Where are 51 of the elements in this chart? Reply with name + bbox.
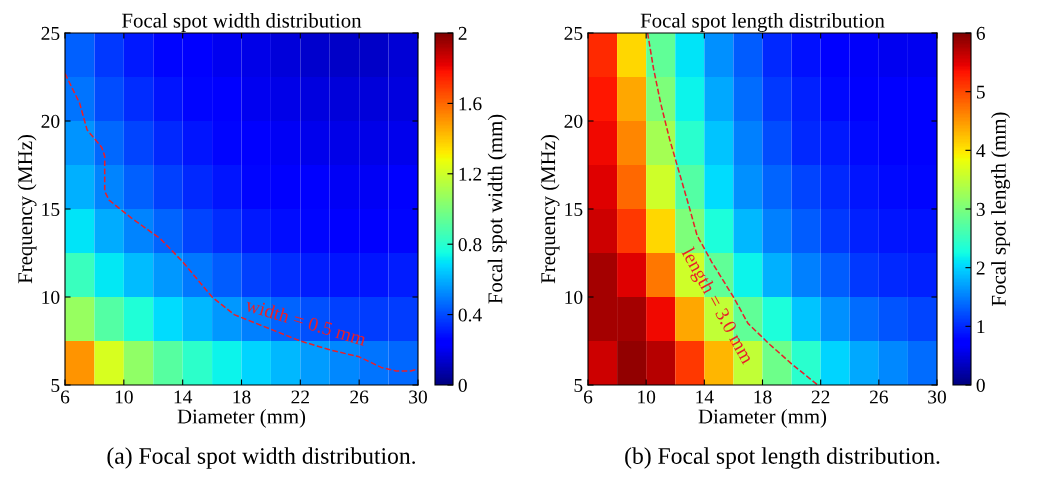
line-series: [65, 72, 418, 372]
color-bar-label: 0: [458, 378, 467, 392]
color-bar-label: 0: [976, 378, 985, 392]
x-tick-label: 18: [754, 390, 772, 404]
color-bar-title: Focal spot length (mm): [991, 112, 1011, 306]
x-axis-title: Diameter (mm): [177, 408, 306, 428]
x-tick-label: 22: [291, 390, 309, 404]
color-bar-label: 1.6: [459, 97, 482, 111]
color-bar-label: 0.8: [458, 238, 482, 252]
color-bar-label: 2: [458, 26, 467, 40]
x-tick-label: 26: [350, 390, 369, 404]
x-tick-label: 10: [115, 390, 133, 404]
x-tick-label: 14: [696, 390, 714, 404]
y-tick-label: 25: [41, 26, 60, 40]
annotation: width = 0.5 mm: [244, 297, 368, 347]
x-tick-label: 10: [638, 390, 656, 404]
y-tick-label: 15: [42, 202, 60, 216]
x-tick-label: 30: [409, 390, 427, 404]
y-tick-label: 5: [574, 379, 583, 392]
color-bar-label: 1.2: [459, 167, 482, 181]
chart-title: Focal spot width distribution: [122, 12, 362, 32]
x-tick-label: 14: [174, 390, 193, 404]
y-tick-label: 15: [565, 202, 583, 216]
y-tick-label: 10: [42, 290, 60, 304]
x-tick-label: 26: [869, 390, 888, 404]
color-bar-title: Focal spot width (mm): [487, 114, 507, 304]
y-tick-label: 20: [41, 114, 60, 128]
color-bar-label: 6: [976, 26, 985, 40]
x-tick-label: 22: [811, 390, 830, 404]
y-tick-label: 20: [564, 114, 583, 128]
x-axis-title: Diameter (mm): [698, 408, 827, 428]
color-bar-label: 0.4: [458, 308, 482, 322]
chart-title: Focal spot length distribution: [640, 12, 885, 32]
line-series: [646, 33, 819, 385]
text: (b) Focal spot length distribution.: [625, 447, 940, 469]
y-tick-label: 25: [564, 26, 583, 40]
annotation: length = 3.0 mm: [677, 246, 756, 367]
color-bar-label: 5: [976, 85, 985, 99]
x-tick-label: 18: [233, 390, 251, 404]
color-bar-label: 1: [977, 320, 985, 334]
y-tick-label: 5: [51, 379, 60, 392]
y-axis-title: Frequency (MHz): [540, 135, 560, 284]
y-tick-label: 10: [565, 290, 583, 304]
color-bar-label: 3: [976, 202, 985, 216]
x-tick-label: 30: [928, 390, 946, 404]
color-bar-label: 2: [976, 261, 985, 275]
x-tick-label: 6: [583, 390, 593, 404]
y-axis-title: Frequency (MHz): [17, 135, 37, 284]
x-tick-label: 6: [60, 390, 70, 404]
text: (a) Focal spot width distribution.: [107, 447, 416, 469]
color-bar-label: 4: [976, 144, 986, 158]
